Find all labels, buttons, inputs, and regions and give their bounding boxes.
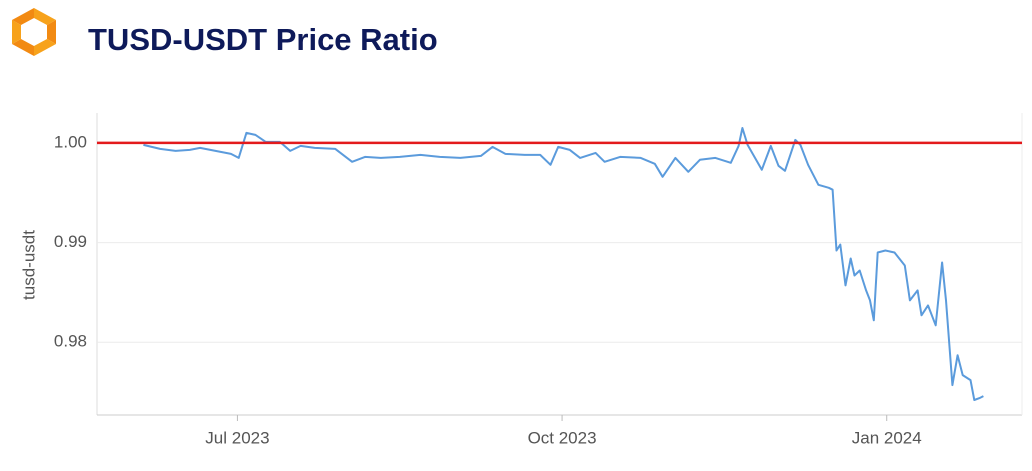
x-tick-label: Oct 2023 (528, 428, 597, 447)
x-tick-label: Jul 2023 (205, 428, 269, 447)
y-tick-label: 1.00 (54, 132, 87, 151)
data-line (143, 127, 984, 401)
y-tick-label: 0.98 (54, 332, 87, 351)
chart-title: TUSD-USDT Price Ratio (88, 22, 438, 57)
y-tick-label: 0.99 (54, 232, 87, 251)
y-axis-label: tusd-usdt (19, 230, 38, 300)
logo (12, 8, 56, 56)
x-tick-label: Jan 2024 (852, 428, 922, 447)
